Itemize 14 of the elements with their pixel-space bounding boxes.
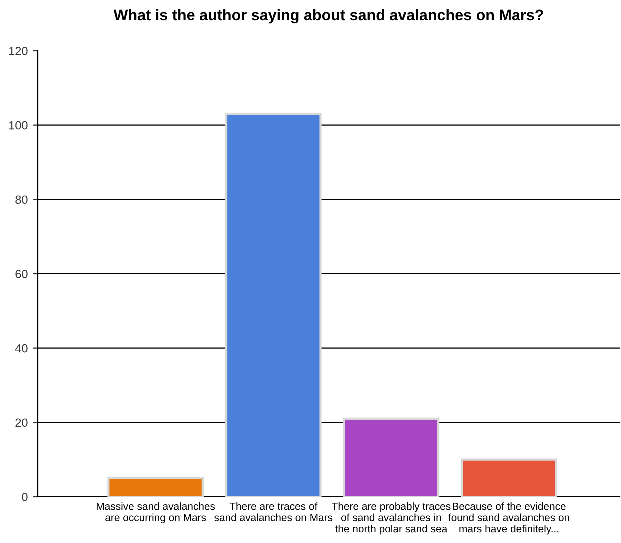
y-tick-label: 20 bbox=[16, 418, 28, 428]
x-tick-label: Massive sand avalanches are occurring on Mars bbox=[97, 502, 216, 524]
y-tick-label: 120 bbox=[9, 47, 28, 56]
y-tick-label: 0 bbox=[22, 493, 28, 502]
bar bbox=[108, 477, 204, 497]
x-tick-label: There are traces of sand avalanches on Mars bbox=[214, 502, 333, 522]
y-tick-label: 80 bbox=[16, 196, 28, 204]
chart-title: What is the author saying about sand avalanches on Mars? bbox=[114, 9, 544, 24]
bar bbox=[461, 458, 558, 497]
y-tick-label: 40 bbox=[15, 344, 28, 353]
y-tick-label: 100 bbox=[9, 121, 28, 130]
y-tick-label: 60 bbox=[16, 270, 28, 278]
bar bbox=[225, 113, 322, 497]
bar bbox=[343, 418, 440, 497]
